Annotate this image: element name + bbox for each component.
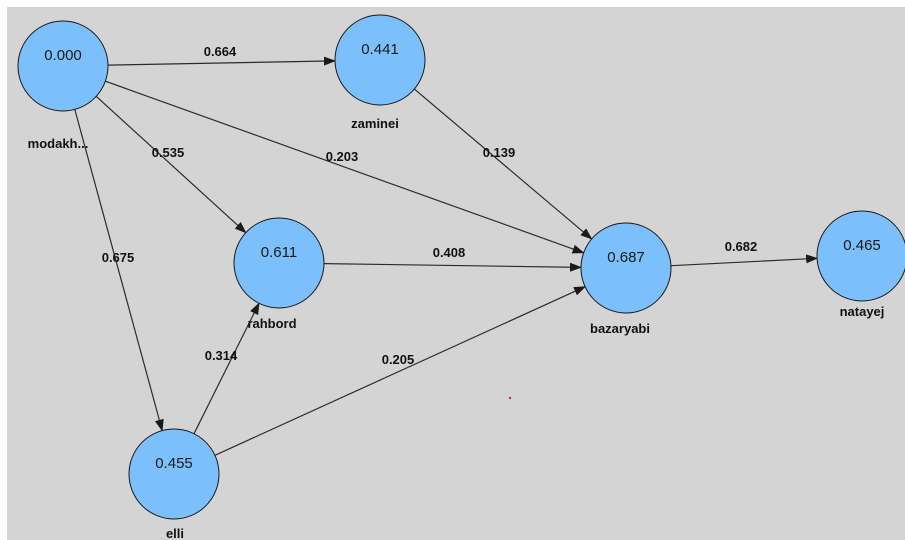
edge-weight-modakh-to-zaminei: 0.664 [204, 44, 237, 59]
edge-modakh-to-elli[interactable] [74, 109, 164, 432]
node-circle-zaminei[interactable] [334, 14, 426, 106]
node-circle-modakh[interactable] [17, 20, 109, 112]
nodes-layer: 0.000modakh...0.441zaminei0.611rahbord0.… [17, 14, 905, 540]
edge-modakh-to-bazaryabi[interactable] [105, 80, 585, 254]
node-value-elli: 0.455 [155, 455, 193, 472]
edge-weight-elli-to-bazaryabi: 0.205 [382, 352, 415, 367]
edge-weight-bazaryabi-to-natayej: 0.682 [725, 239, 758, 254]
edge-bazaryabi-to-natayej[interactable] [670, 254, 819, 267]
node-label-natayej: natayej [840, 304, 885, 319]
edge-elli-to-bazaryabi[interactable] [214, 286, 587, 456]
node-label-elli: elli [166, 526, 184, 540]
node-label-zaminei: zaminei [351, 116, 399, 131]
edge-weight-modakh-to-bazaryabi: 0.203 [326, 149, 359, 164]
node-value-natayej: 0.465 [843, 237, 881, 254]
node-value-bazaryabi: 0.687 [607, 249, 645, 266]
edge-weight-elli-to-rahbord: 0.314 [205, 348, 238, 363]
node-elli[interactable]: 0.455 elli [128, 428, 220, 540]
node-circle-bazaryabi[interactable] [580, 222, 672, 314]
node-circle-rahbord[interactable] [233, 217, 325, 309]
node-label-modakh: modakh... [28, 136, 89, 151]
edge-weight-rahbord-to-bazaryabi: 0.408 [433, 245, 466, 260]
edge-zaminei-to-bazaryabi[interactable] [414, 88, 593, 240]
node-natayej[interactable]: 0.465 natayej [816, 210, 905, 319]
node-value-rahbord: 0.611 [261, 244, 297, 261]
edge-elli-to-rahbord[interactable] [193, 302, 260, 434]
node-modakh[interactable]: 0.000 modakh... [17, 20, 109, 151]
edge-modakh-to-zaminei[interactable] [107, 56, 336, 66]
node-circle-elli[interactable] [128, 428, 220, 520]
edges-layer: 0.664 0.535 0.203 0.675 0.139 0.408 0.314 0.205… [74, 44, 819, 456]
node-value-modakh: 0.000 [44, 47, 82, 64]
node-bazaryabi[interactable]: 0.687 bazaryabi [580, 222, 672, 336]
node-label-rahbord: rahbord [247, 316, 296, 331]
node-label-bazaryabi: bazaryabi [590, 321, 650, 336]
node-circle-natayej[interactable] [816, 210, 905, 302]
node-rahbord[interactable]: 0.611 rahbord [233, 217, 325, 331]
node-zaminei[interactable]: 0.441 zaminei [334, 14, 426, 131]
node-value-zaminei: 0.441 [361, 41, 399, 58]
edge-rahbord-to-bazaryabi[interactable] [323, 262, 582, 272]
edge-weight-zaminei-to-bazaryabi: 0.139 [483, 145, 516, 160]
edge-weight-modakh-to-elli: 0.675 [102, 250, 135, 265]
edge-modakh-to-rahbord[interactable] [95, 95, 247, 234]
edge-weight-modakh-to-rahbord: 0.535 [152, 145, 185, 160]
stray-dot [508, 396, 512, 400]
